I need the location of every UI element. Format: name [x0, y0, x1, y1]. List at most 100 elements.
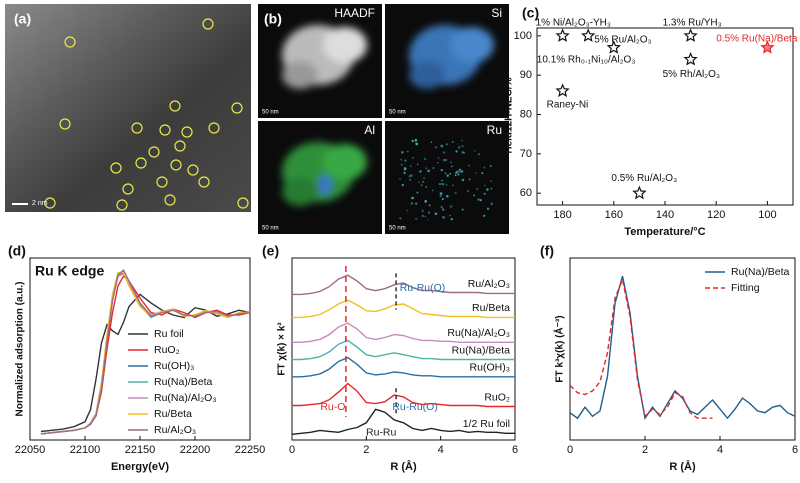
- legend-label: Ru/Al₂O₃: [154, 424, 196, 436]
- ru-dot: [442, 158, 446, 162]
- plot-frame: [29, 257, 251, 441]
- ru-dot: [449, 172, 452, 175]
- ru-dot: [418, 181, 421, 184]
- annotation: Ru-Ru: [366, 427, 397, 439]
- plot-frame: [291, 257, 516, 441]
- ru-dot: [439, 192, 443, 196]
- ru-dot: [473, 194, 476, 197]
- x-tick-label: 180: [553, 209, 571, 221]
- ru-dot: [441, 183, 443, 185]
- legend-label: Fitting: [731, 282, 760, 294]
- map-label: Al: [364, 123, 375, 137]
- ru-dot: [400, 163, 403, 166]
- ru-dot: [490, 187, 493, 190]
- point: [606, 40, 621, 54]
- ru-dot: [481, 172, 484, 175]
- ru-dot: [446, 194, 449, 198]
- y-tick-label: 100: [514, 30, 532, 42]
- legend-label: Ru(Na)/Beta: [154, 376, 213, 388]
- series-label: Ru(Na)/Al₂O₃: [447, 327, 510, 339]
- ru-dot: [461, 208, 464, 211]
- marker-circle: [44, 197, 56, 209]
- annotation: Ru-O: [320, 401, 345, 413]
- series-line: [292, 382, 515, 408]
- ru-dot: [483, 192, 486, 195]
- ru-dot: [479, 198, 482, 202]
- ru-dot: [425, 185, 428, 188]
- ru-dot: [404, 159, 407, 162]
- point: [632, 185, 647, 200]
- ru-dot: [489, 164, 492, 168]
- x-tick-label: 2: [642, 444, 648, 456]
- ru-dot: [456, 170, 459, 174]
- series-label: Ru(Na)/Beta: [452, 344, 511, 356]
- x-axis-label: R (Å): [390, 460, 417, 473]
- haadf-blob: [282, 25, 367, 89]
- ru-dot: [424, 200, 427, 203]
- x-tick-label: 160: [605, 209, 623, 221]
- series-line: [291, 408, 515, 435]
- legend-label: RuO₂: [154, 344, 180, 356]
- ru-dot: [474, 150, 477, 152]
- ru-dot: [416, 163, 419, 166]
- x-tick-label: 120: [707, 209, 725, 221]
- series-label: RuO₂: [484, 391, 510, 403]
- marker-circle: [202, 18, 214, 30]
- ru-dot: [423, 177, 425, 179]
- series-label: Ru(OH)₃: [470, 362, 510, 374]
- ru-dot: [445, 159, 448, 162]
- ru-dot: [440, 169, 443, 172]
- ru-dot: [425, 167, 428, 170]
- ru-dot: [457, 173, 460, 176]
- ru-dot: [486, 207, 490, 211]
- ru-dot: [451, 140, 454, 143]
- annotation: Ru-Ru(O): [392, 401, 438, 413]
- scale-label: 50 nm: [389, 110, 406, 116]
- ru-dot: [427, 211, 431, 214]
- ru-dot: [416, 191, 419, 194]
- ru-dot: [439, 194, 442, 198]
- marker-circle: [135, 157, 147, 169]
- ru-dot: [437, 156, 440, 159]
- x-tick-label: 22050: [15, 444, 46, 456]
- ru-dot: [440, 144, 444, 148]
- series-line: [292, 356, 515, 378]
- point-label: 10.1% Rh₀.₁Ni₁₀/Al₂O₃: [537, 54, 636, 65]
- y-axis-label: Yield12H-NEC/%: [504, 77, 515, 155]
- x-tick-label: 22100: [70, 444, 101, 456]
- ru-dot: [409, 165, 412, 168]
- point-label: Raney-Ni: [547, 100, 589, 111]
- ru-dot: [442, 208, 445, 211]
- ru-dot: [476, 188, 479, 191]
- x-tick-label: 140: [656, 209, 674, 221]
- ru-dot: [441, 208, 444, 211]
- ru-dot: [406, 209, 409, 212]
- ru-dot: [454, 174, 457, 177]
- series-line: [292, 322, 515, 343]
- point-label: 1.3% Ru/YH₃: [663, 18, 722, 29]
- map-label: Ru: [487, 123, 502, 137]
- series-line: [40, 275, 251, 435]
- ru-dot: [483, 166, 486, 169]
- ru-dot: [461, 139, 463, 142]
- ru-dot: [446, 174, 450, 177]
- x-tick-label: 22150: [125, 444, 156, 456]
- point: [555, 83, 570, 98]
- y-axis-label: FT χ(k) × k³: [277, 322, 288, 376]
- ru-dot: [468, 164, 470, 167]
- ru-dot: [406, 150, 409, 153]
- marker-circle: [181, 126, 193, 138]
- series-line: [40, 271, 251, 435]
- marker-circle: [169, 100, 181, 112]
- ru-dot: [400, 158, 403, 161]
- ru-dot: [483, 214, 486, 217]
- ru-dot: [457, 169, 459, 172]
- ru-dot: [486, 188, 489, 191]
- x-tick-label: 0: [289, 444, 295, 456]
- ru-dot: [445, 183, 448, 186]
- ru-dot: [440, 206, 443, 209]
- scale-label: 50 nm: [389, 226, 406, 232]
- series-line: [292, 274, 515, 296]
- ru-dot: [399, 217, 402, 220]
